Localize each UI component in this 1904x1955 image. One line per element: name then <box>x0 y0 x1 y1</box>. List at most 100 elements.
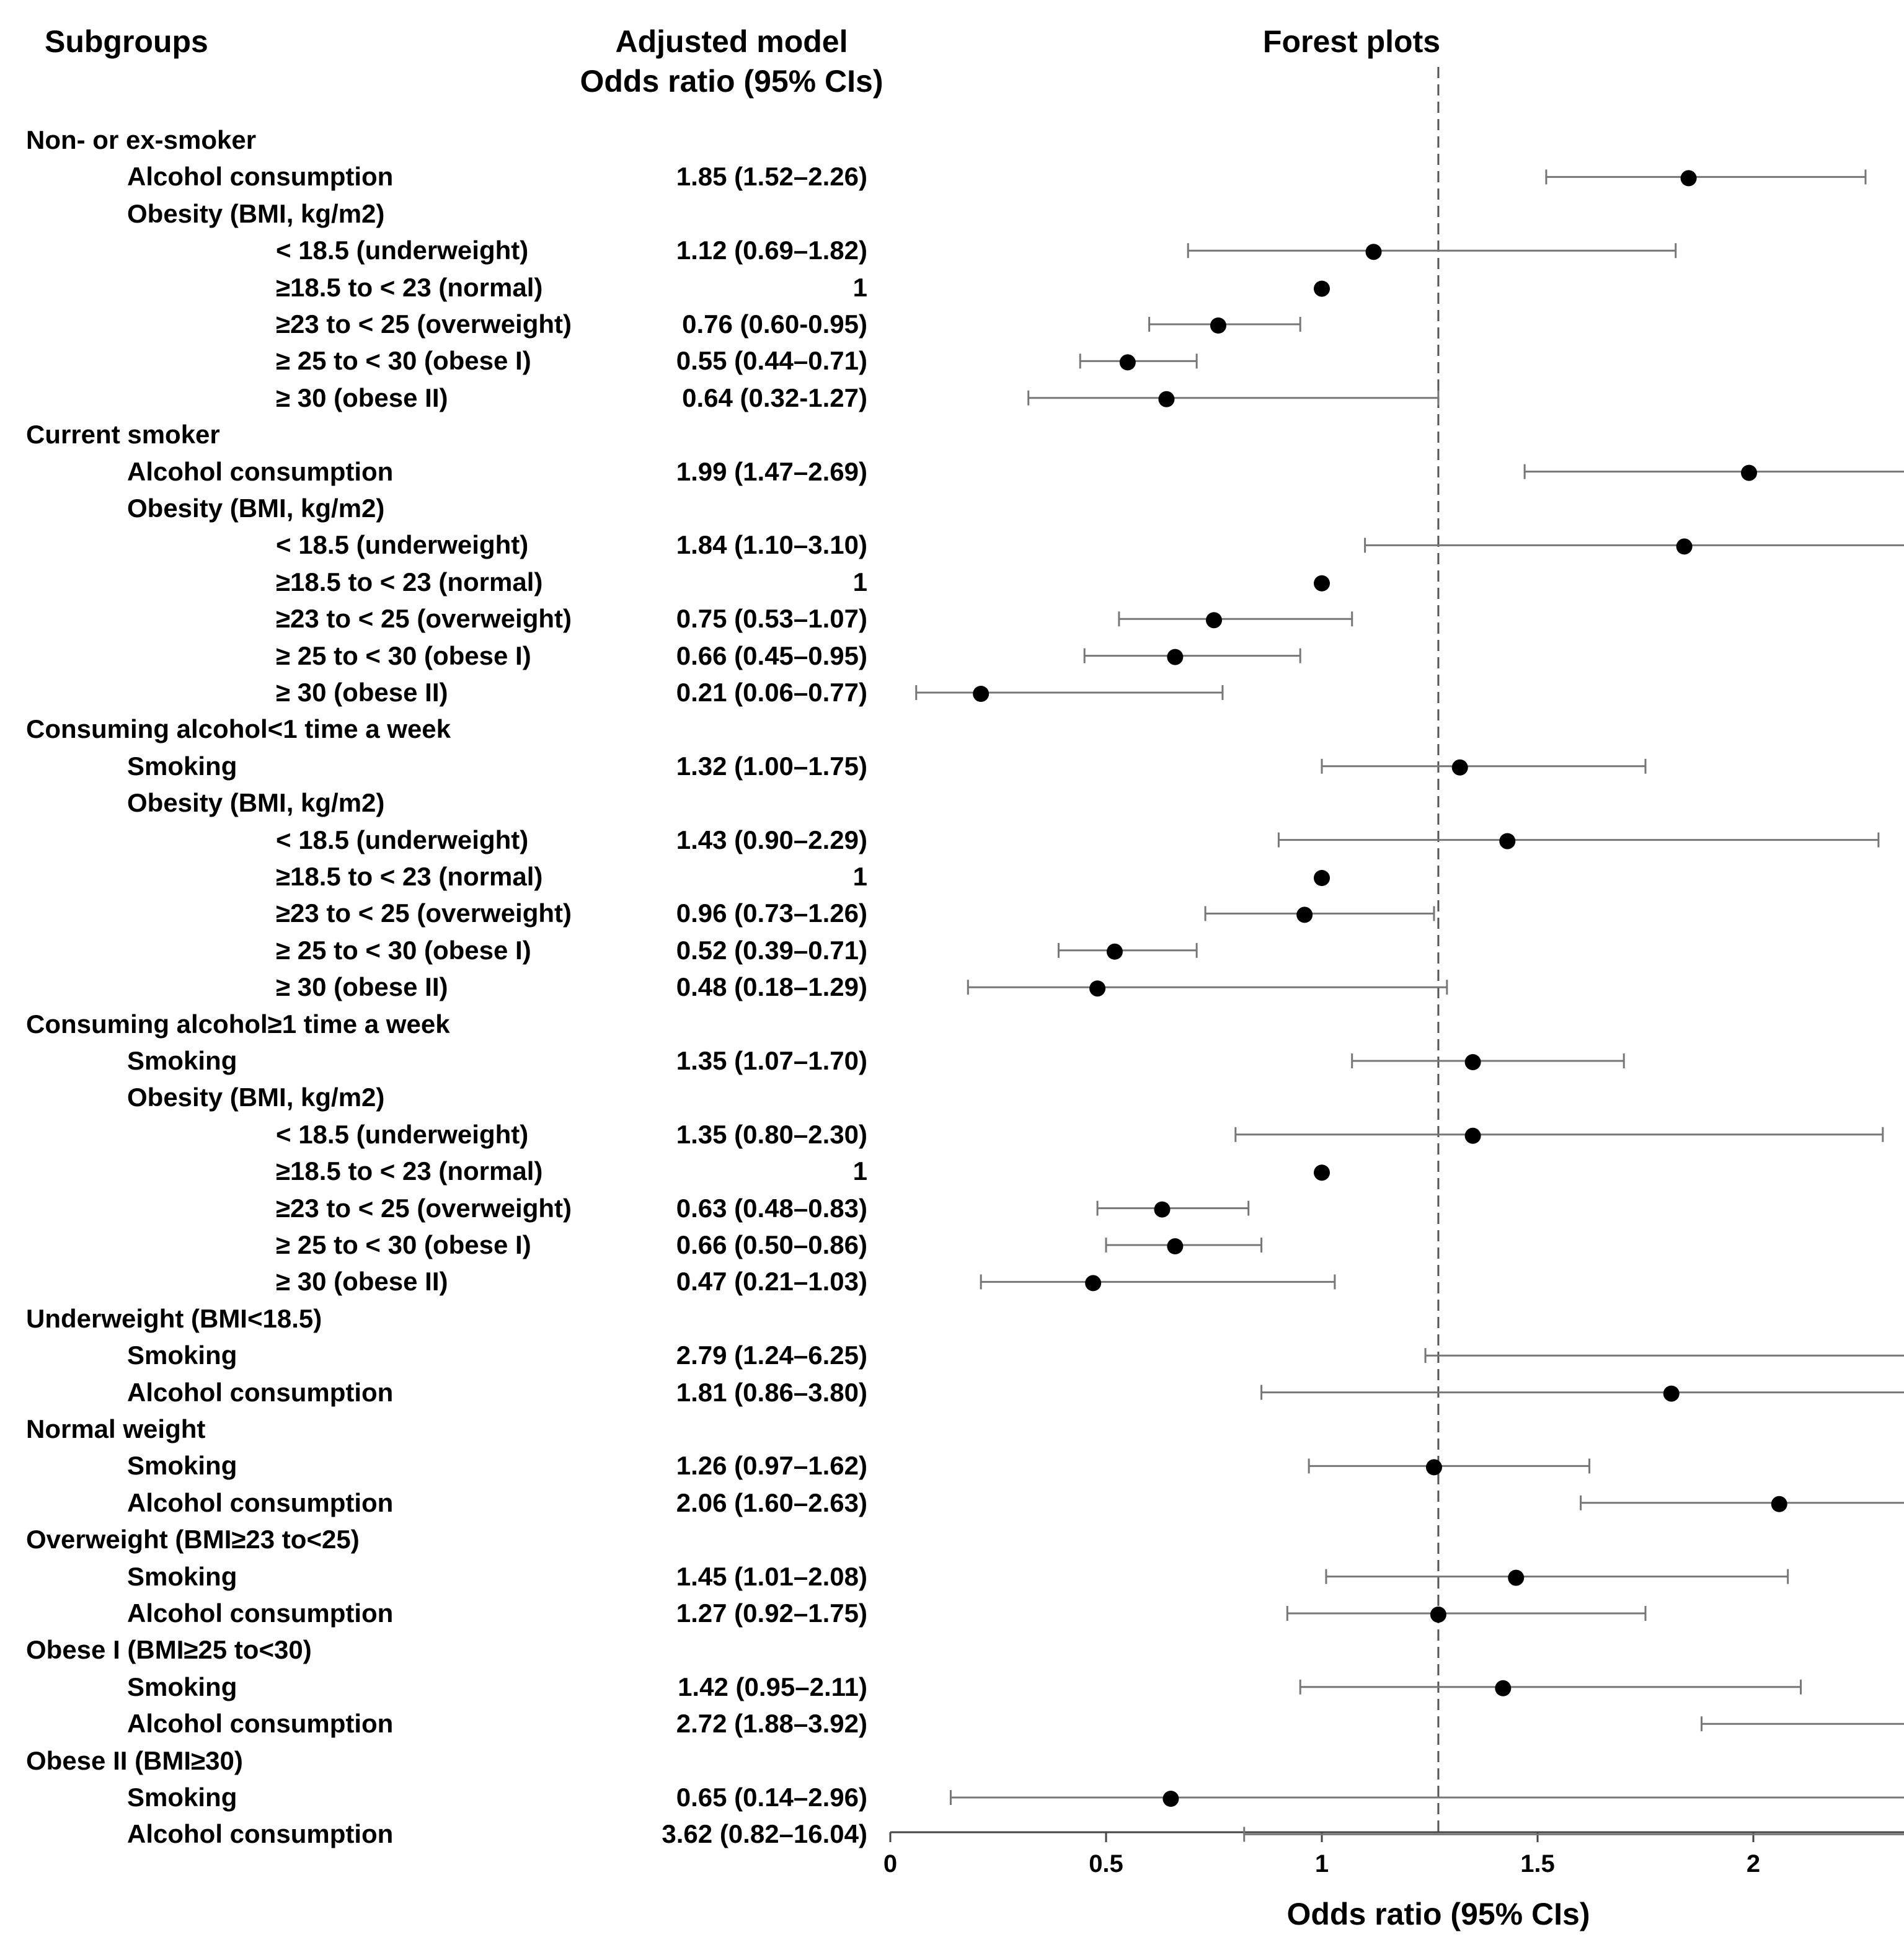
subgroup-row-label: Obesity (BMI, kg/m2) <box>127 494 385 523</box>
subgroup-row-label: Smoking <box>127 1561 237 1591</box>
x-tick-label: 2 <box>1747 1850 1760 1877</box>
subgroup-row-label: ≥ 30 (obese II) <box>276 1267 448 1297</box>
odds-ratio-point <box>1663 1385 1680 1402</box>
odds-ratio-value: 1.35 (1.07–1.70) <box>676 1046 867 1075</box>
odds-ratio-point <box>1106 943 1123 960</box>
subgroups-header: Subgroups <box>45 24 208 59</box>
odds-ratio-value: 1.84 (1.10–3.10) <box>676 530 867 560</box>
odds-ratio-value: 0.65 (0.14–2.96) <box>676 1783 867 1812</box>
subgroup-row-label: ≥23 to < 25 (overweight) <box>276 1193 572 1223</box>
odds-ratio-value: 1.42 (0.95–2.11) <box>678 1672 867 1701</box>
subgroup-row-label: ≥ 30 (obese II) <box>276 972 448 1002</box>
subgroup-row-label: Alcohol consumption <box>127 1377 394 1407</box>
odds-ratio-point <box>1158 391 1175 407</box>
odds-ratio-value: 2.72 (1.88–3.92) <box>676 1709 867 1739</box>
subgroup-row-label: Alcohol consumption <box>127 1709 394 1739</box>
subgroup-row-label: Smoking <box>127 1451 237 1481</box>
subgroup-heading: Current smoker <box>26 420 220 450</box>
x-tick-label: 0 <box>883 1850 897 1877</box>
odds-ratio-point <box>1154 1201 1171 1218</box>
odds-ratio-value: 1.45 (1.01–2.08) <box>676 1561 867 1591</box>
subgroup-row-label: ≥18.5 to < 23 (normal) <box>276 272 543 302</box>
odds-ratio-value: 0.63 (0.48–0.83) <box>676 1193 867 1223</box>
odds-ratio-point <box>1464 1054 1481 1070</box>
odds-ratio-point <box>1425 1459 1442 1476</box>
model-header-line1: Adjusted model <box>615 24 848 59</box>
subgroup-row-label: ≥ 25 to < 30 (obese I) <box>276 935 531 965</box>
subgroup-row-label: Obesity (BMI, kg/m2) <box>127 1083 385 1112</box>
subgroup-heading: Consuming alcohol<1 time a week <box>26 714 451 744</box>
subgroup-row-label: ≥ 30 (obese II) <box>276 678 448 707</box>
odds-ratio-point <box>1676 538 1693 555</box>
x-tick-label: 1 <box>1315 1850 1329 1877</box>
subgroup-row-label: ≥18.5 to < 23 (normal) <box>276 862 543 891</box>
odds-ratio-value: 3.62 (0.82–16.04) <box>662 1819 867 1849</box>
subgroup-row-label: ≥ 30 (obese II) <box>276 383 448 412</box>
subgroup-row-label: Obesity (BMI, kg/m2) <box>127 788 385 818</box>
odds-ratio-point <box>1314 575 1330 592</box>
odds-ratio-value: 1.81 (0.86–3.80) <box>676 1377 867 1407</box>
odds-ratio-point <box>1296 907 1313 923</box>
subgroup-row-label: Smoking <box>127 1783 237 1812</box>
odds-ratio-point <box>1508 1569 1525 1586</box>
odds-ratio-value: 0.47 (0.21–1.03) <box>676 1267 867 1297</box>
subgroup-row-label: ≥18.5 to < 23 (normal) <box>276 1156 543 1186</box>
subgroup-row-label: ≥23 to < 25 (overweight) <box>276 604 572 634</box>
subgroup-heading: Normal weight <box>26 1414 206 1443</box>
odds-ratio-point <box>1430 1607 1446 1623</box>
forest-plots-title: Forest plots <box>1262 24 1441 59</box>
subgroup-row-label: Smoking <box>127 1341 237 1370</box>
odds-ratio-point <box>1210 317 1226 334</box>
subgroup-row-label: Smoking <box>127 1046 237 1075</box>
odds-ratio-value: 1.26 (0.97–1.62) <box>676 1451 867 1481</box>
odds-ratio-value: 0.66 (0.45–0.95) <box>676 641 867 670</box>
subgroup-row-label: ≥23 to < 25 (overweight) <box>276 309 572 339</box>
subgroup-heading: Obese II (BMI≥30) <box>26 1745 243 1775</box>
odds-ratio-point <box>1451 759 1468 776</box>
odds-ratio-value: 0.75 (0.53–1.07) <box>676 604 867 634</box>
model-header-line2: Odds ratio (95% CIs) <box>580 64 883 99</box>
subgroup-row-label: < 18.5 (underweight) <box>276 236 529 265</box>
subgroup-row-label: Smoking <box>127 1672 237 1701</box>
odds-ratio-value: 0.64 (0.32-1.27) <box>682 383 867 412</box>
odds-ratio-point <box>1365 244 1382 260</box>
odds-ratio-value: 1.85 (1.52–2.26) <box>676 162 867 192</box>
subgroup-row-label: ≥ 25 to < 30 (obese I) <box>276 1230 531 1259</box>
odds-ratio-value: 0.76 (0.60-0.95) <box>682 309 867 339</box>
subgroup-heading: Underweight (BMI<18.5) <box>26 1303 322 1333</box>
subgroup-row-label: Alcohol consumption <box>127 456 394 486</box>
odds-ratio-point <box>1085 1275 1102 1292</box>
odds-ratio-value: 0.48 (0.18–1.29) <box>676 972 867 1002</box>
odds-ratio-point <box>1089 980 1106 997</box>
subgroup-row-label: Alcohol consumption <box>127 1598 394 1628</box>
odds-ratio-value: 2.79 (1.24–6.25) <box>676 1341 867 1370</box>
odds-ratio-value: 1.43 (0.90–2.29) <box>676 825 867 854</box>
subgroup-row-label: ≥18.5 to < 23 (normal) <box>276 567 543 596</box>
odds-ratio-value: 1 <box>852 862 867 891</box>
subgroup-row-label: < 18.5 (underweight) <box>276 530 529 560</box>
subgroup-row-label: Alcohol consumption <box>127 162 394 192</box>
odds-ratio-value: 0.66 (0.50–0.86) <box>676 1230 867 1259</box>
odds-ratio-value: 1.32 (1.00–1.75) <box>676 751 867 781</box>
odds-ratio-point <box>1167 1238 1184 1254</box>
odds-ratio-point <box>1680 170 1697 187</box>
odds-ratio-point <box>1499 833 1516 849</box>
odds-ratio-point <box>1741 464 1758 481</box>
odds-ratio-value: 0.96 (0.73–1.26) <box>676 898 867 928</box>
subgroup-heading: Obese I (BMI≥25 to<30) <box>26 1635 312 1665</box>
odds-ratio-value: 1 <box>852 272 867 302</box>
x-tick-label: 1.5 <box>1520 1850 1555 1877</box>
odds-ratio-value: 1.99 (1.47–2.69) <box>676 456 867 486</box>
odds-ratio-point <box>1464 1127 1481 1144</box>
odds-ratio-point <box>1771 1496 1787 1512</box>
x-axis-label: Odds ratio (95% CIs) <box>1286 1897 1590 1931</box>
odds-ratio-value: 1.12 (0.69–1.82) <box>676 236 867 265</box>
odds-ratio-value: 2.06 (1.60–2.63) <box>676 1487 867 1517</box>
odds-ratio-point <box>973 686 990 702</box>
subgroup-row-label: ≥ 25 to < 30 (obese I) <box>276 346 531 376</box>
subgroup-row-label: Alcohol consumption <box>127 1819 394 1849</box>
subgroup-row-label: < 18.5 (underweight) <box>276 1119 529 1149</box>
odds-ratio-point <box>1167 649 1184 665</box>
odds-ratio-point <box>1314 870 1330 886</box>
subgroup-heading: Non- or ex-smoker <box>26 125 257 154</box>
